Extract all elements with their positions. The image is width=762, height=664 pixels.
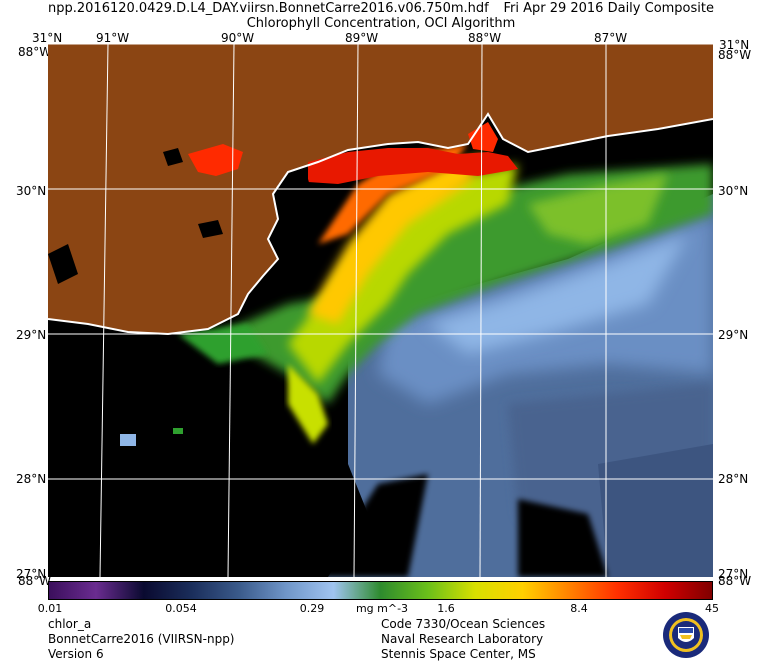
chlorophyll-map: [48, 44, 713, 577]
coastline: [48, 112, 713, 336]
lon-label-top: 87°W: [594, 31, 628, 45]
colorbar-tick: 1.6: [437, 602, 455, 615]
ocean-data: [318, 194, 713, 577]
nearshore-red: [278, 148, 518, 224]
lat-label-bottom-left: 27°N: [16, 567, 47, 581]
org-name: Naval Research Laboratory: [381, 632, 544, 646]
colorbar-tick: 0.054: [165, 602, 197, 615]
land: [48, 44, 713, 334]
lat-label-left: 29°N: [16, 328, 47, 342]
lon-label-top: 90°W: [221, 31, 255, 45]
lat-label-left: 28°N: [16, 472, 47, 486]
footer-left: chlor_a BonnetCarre2016 (VIIRSN-npp) Ver…: [48, 617, 235, 662]
product-title: Chlorophyll Concentration, OCI Algorithm: [246, 16, 516, 31]
bloom-patch: [120, 434, 136, 446]
colorbar-units: mg m^-3: [355, 602, 409, 615]
lat-label-right: 30°N: [718, 184, 749, 198]
corner-label-bottom-right: 88°W: [718, 574, 752, 588]
org-code: Code 7330/Ocean Sciences: [381, 617, 546, 631]
lon-label-top: 89°W: [345, 31, 379, 45]
lat-label-top-left: 31°N: [32, 31, 63, 45]
map-canvas: [48, 44, 713, 577]
bloom-patch: [173, 428, 183, 434]
lon-label-top: 91°W: [96, 31, 130, 45]
corner-label-top-left: 88°W: [18, 45, 52, 59]
filename-title: npp.2016120.0429.D.L4_DAY.viirsn.BonnetC…: [48, 1, 489, 16]
corner-label-top-right: 88°W: [718, 48, 752, 62]
region-sensor: BonnetCarre2016 (VIIRSN-npp): [48, 632, 235, 646]
corner-label-bottom-left: 88°W: [18, 574, 52, 588]
graticule: [48, 44, 713, 577]
lat-label-bottom-right: 27°N: [718, 567, 749, 581]
colorbar-tick: 45: [705, 602, 719, 615]
date-title: Fri Apr 29 2016 Daily Composite: [503, 1, 714, 16]
lat-label-right: 29°N: [718, 328, 749, 342]
nrl-seal-icon: [663, 612, 709, 658]
colorbar-tick: 0.29: [299, 602, 325, 615]
lat-label-top-right: 31°N: [719, 38, 750, 52]
org-location: Stennis Space Center, MS: [381, 647, 536, 661]
footer-right: Code 7330/Ocean Sciences Naval Research …: [381, 617, 545, 662]
lon-label-top: 88°W: [468, 31, 502, 45]
version: Version 6: [48, 647, 104, 661]
lat-label-left: 30°N: [16, 184, 47, 198]
lat-label-right: 28°N: [718, 472, 749, 486]
variable-name: chlor_a: [48, 617, 92, 631]
colorbar-tick: 8.4: [570, 602, 588, 615]
colorbar-tick: 0.01: [37, 602, 63, 615]
colorbar: [48, 581, 713, 600]
